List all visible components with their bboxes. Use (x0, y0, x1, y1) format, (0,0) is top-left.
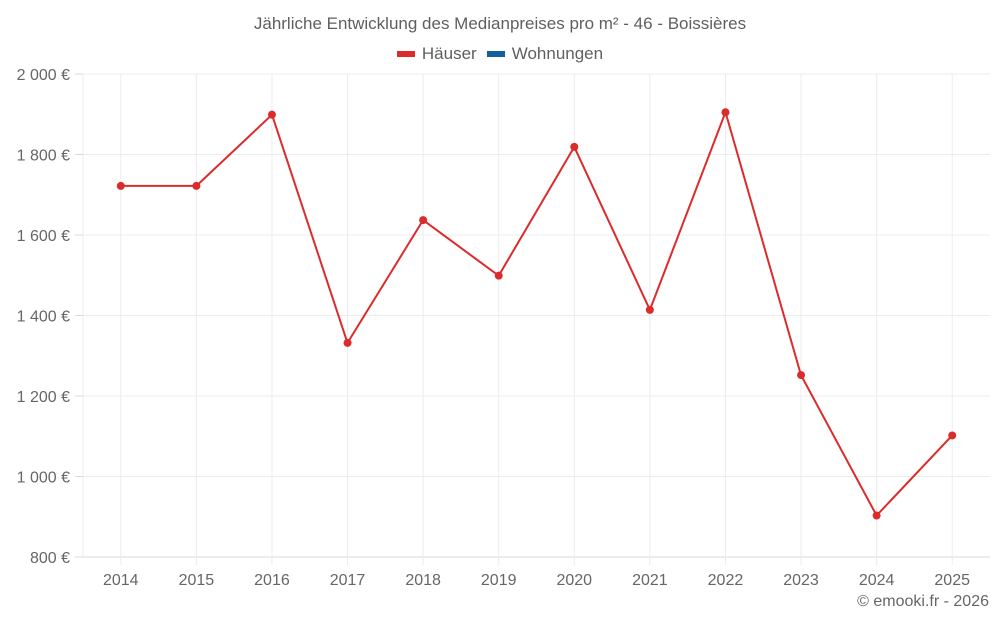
x-tick-label: 2022 (708, 572, 744, 589)
x-tick-label: 2018 (405, 572, 441, 589)
y-tick-label: 1 600 € (17, 228, 70, 245)
x-tick-label: 2015 (179, 572, 215, 589)
x-tick-label: 2020 (556, 572, 592, 589)
y-tick-label: 1 800 € (17, 148, 70, 165)
data-point (797, 371, 806, 380)
legend-swatch-wohnungen (486, 51, 505, 57)
chart-title: Jährliche Entwicklung des Medianpreises … (253, 14, 747, 33)
y-tick-label: 2 000 € (17, 67, 70, 84)
legend-swatch-haeuser (396, 51, 415, 57)
data-point (419, 216, 428, 225)
data-point (872, 511, 881, 520)
series-line (120, 111, 953, 517)
x-axis: 2014 2015 2016 2017 2018 2019 2020 2021 2022 2023… (103, 572, 970, 589)
data-point (267, 110, 276, 119)
data-point (192, 181, 201, 190)
data-point (494, 271, 503, 280)
y-tick-label: 1 400 € (17, 309, 70, 326)
x-tick-label: 2016 (254, 572, 290, 589)
x-tick-label: 2024 (859, 572, 895, 589)
y-tick-label: 1 000 € (17, 470, 70, 487)
data-point (645, 305, 654, 314)
x-tick-label: 2021 (632, 572, 668, 589)
credit: © emooki.fr - 2026 (857, 593, 989, 610)
data-point (116, 181, 125, 190)
data-point (721, 108, 730, 117)
legend-item-wohnungen[interactable]: Wohnungen (486, 44, 604, 64)
legend-label-wohnungen: Wohnungen (511, 44, 604, 63)
data-point (343, 338, 352, 347)
x-tick-label: 2019 (481, 572, 517, 589)
x-tick-label: 2023 (783, 572, 819, 589)
y-axis: 800 € 1 000 € 1 200 € 1 400 € 1 600 € 1 800 €… (17, 67, 83, 567)
legend: Häuser Wohnungen (0, 44, 1000, 64)
x-tick-label: 2025 (934, 572, 970, 589)
y-tick-label: 1 200 € (17, 389, 70, 406)
y-tick-label: 800 € (30, 550, 70, 567)
x-tick-label: 2017 (330, 572, 366, 589)
data-point (570, 142, 579, 151)
legend-item-haeuser[interactable]: Häuser (396, 44, 477, 64)
legend-label-haeuser: Häuser (421, 44, 477, 63)
x-tick-label: 2014 (103, 572, 139, 589)
series-haeuser (116, 108, 957, 520)
data-point (948, 431, 957, 440)
grid (82, 73, 990, 565)
